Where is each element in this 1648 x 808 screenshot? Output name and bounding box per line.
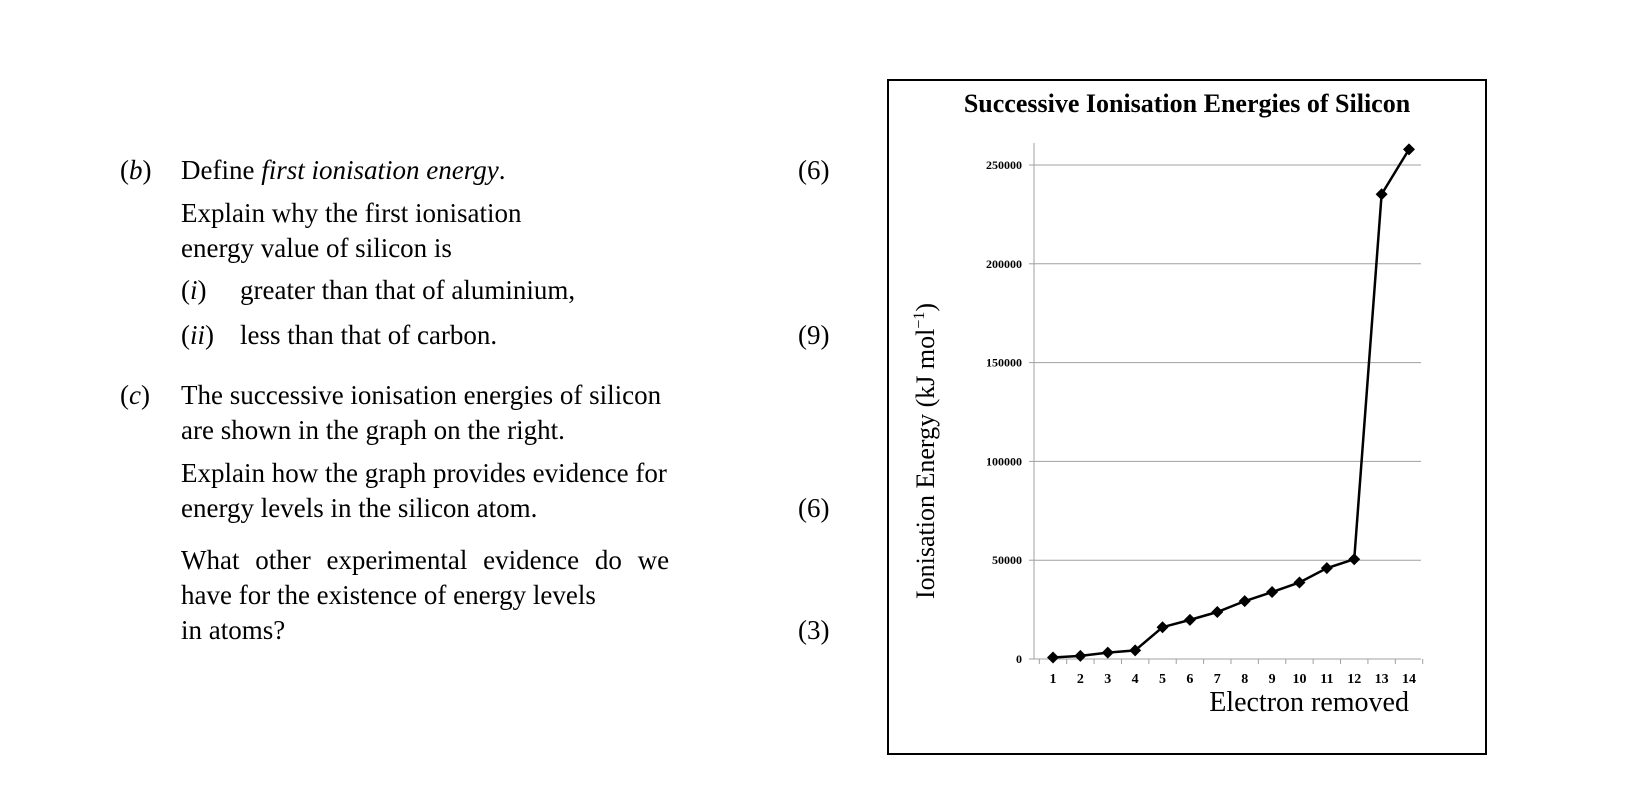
- data-point: [1375, 188, 1388, 201]
- x-tick-label: 13: [1375, 672, 1389, 687]
- marks-b-explain: (9): [798, 320, 830, 350]
- question-c-marker: (c): [120, 380, 150, 410]
- data-point: [1211, 606, 1224, 619]
- data-point: [1183, 613, 1196, 626]
- question-b-i-marker: (i): [181, 275, 207, 305]
- x-tick-label: 6: [1186, 672, 1193, 687]
- x-tick-label: 8: [1241, 672, 1248, 687]
- chart-title: Successive Ionisation Energies of Silico…: [963, 89, 1411, 118]
- data-point: [1074, 649, 1087, 662]
- data-point: [1047, 651, 1059, 664]
- y-axis-title: Ionisation Energy (kJ mol−1): [911, 303, 940, 599]
- data-point: [1266, 586, 1279, 599]
- x-tick-label: 4: [1132, 672, 1139, 687]
- marks-c-other: (3): [798, 615, 830, 645]
- question-b-marker: (b): [120, 155, 152, 185]
- data-point: [1348, 553, 1361, 566]
- question-b-explain-line2: energy value of silicon is: [181, 233, 452, 263]
- data-point: [1129, 644, 1142, 657]
- y-tick-label: 0: [1016, 652, 1022, 666]
- y-tick-label: 50000: [992, 553, 1022, 567]
- chart-plot: Ionisation Energy (kJ mol−1) Electron re…: [911, 143, 1424, 718]
- data-point: [1320, 562, 1333, 575]
- question-b-define: Define first ionisation energy.: [181, 155, 506, 185]
- data-point: [1156, 621, 1169, 634]
- series-line: [1052, 148, 1411, 659]
- data-point: [1101, 646, 1114, 659]
- question-b-ii-marker: (ii): [181, 320, 215, 350]
- chart-frame: Successive Ionisation Energies of Silico…: [887, 79, 1487, 755]
- x-tick-label: 2: [1077, 672, 1084, 687]
- x-tick-label: 10: [1292, 672, 1306, 687]
- x-tick-label: 12: [1347, 672, 1361, 687]
- data-point: [1403, 143, 1415, 156]
- x-tick-label: 7: [1214, 672, 1221, 687]
- y-tick-label: 250000: [986, 158, 1022, 172]
- x-tick-label: 9: [1269, 672, 1276, 687]
- question-c-line7: in atoms?: [181, 615, 286, 645]
- question-c-line3: Explain how the graph provides evidence …: [181, 458, 667, 488]
- question-c-line4: energy levels in the silicon atom.: [181, 493, 538, 523]
- y-tick-label: 100000: [986, 454, 1022, 468]
- question-b-i-text: greater than that of aluminium,: [240, 275, 576, 305]
- question-c-line1: The successive ionisation energies of si…: [181, 380, 662, 410]
- marks-b-define: (6): [798, 155, 830, 185]
- data-point: [1293, 576, 1306, 589]
- question-c-line5: What other experimental evidence do we: [181, 545, 670, 575]
- x-tick-label: 1: [1050, 672, 1057, 687]
- marks-c-explain: (6): [798, 493, 830, 523]
- y-tick-label: 150000: [986, 356, 1022, 370]
- y-tick-label: 200000: [986, 257, 1022, 271]
- x-tick-label: 14: [1402, 672, 1416, 687]
- question-b-explain-line1: Explain why the first ionisation: [181, 198, 522, 228]
- question-c-line6: have for the existence of energy levels: [181, 580, 596, 610]
- x-tick-label: 3: [1104, 672, 1111, 687]
- question-b-ii-text: less than that of carbon.: [240, 320, 498, 350]
- x-axis-title: Electron removed: [1209, 687, 1409, 718]
- x-tick-label: 11: [1320, 672, 1333, 687]
- data-point: [1238, 595, 1251, 608]
- question-c-line2: are shown in the graph on the right.: [181, 415, 565, 445]
- x-tick-label: 5: [1159, 672, 1166, 687]
